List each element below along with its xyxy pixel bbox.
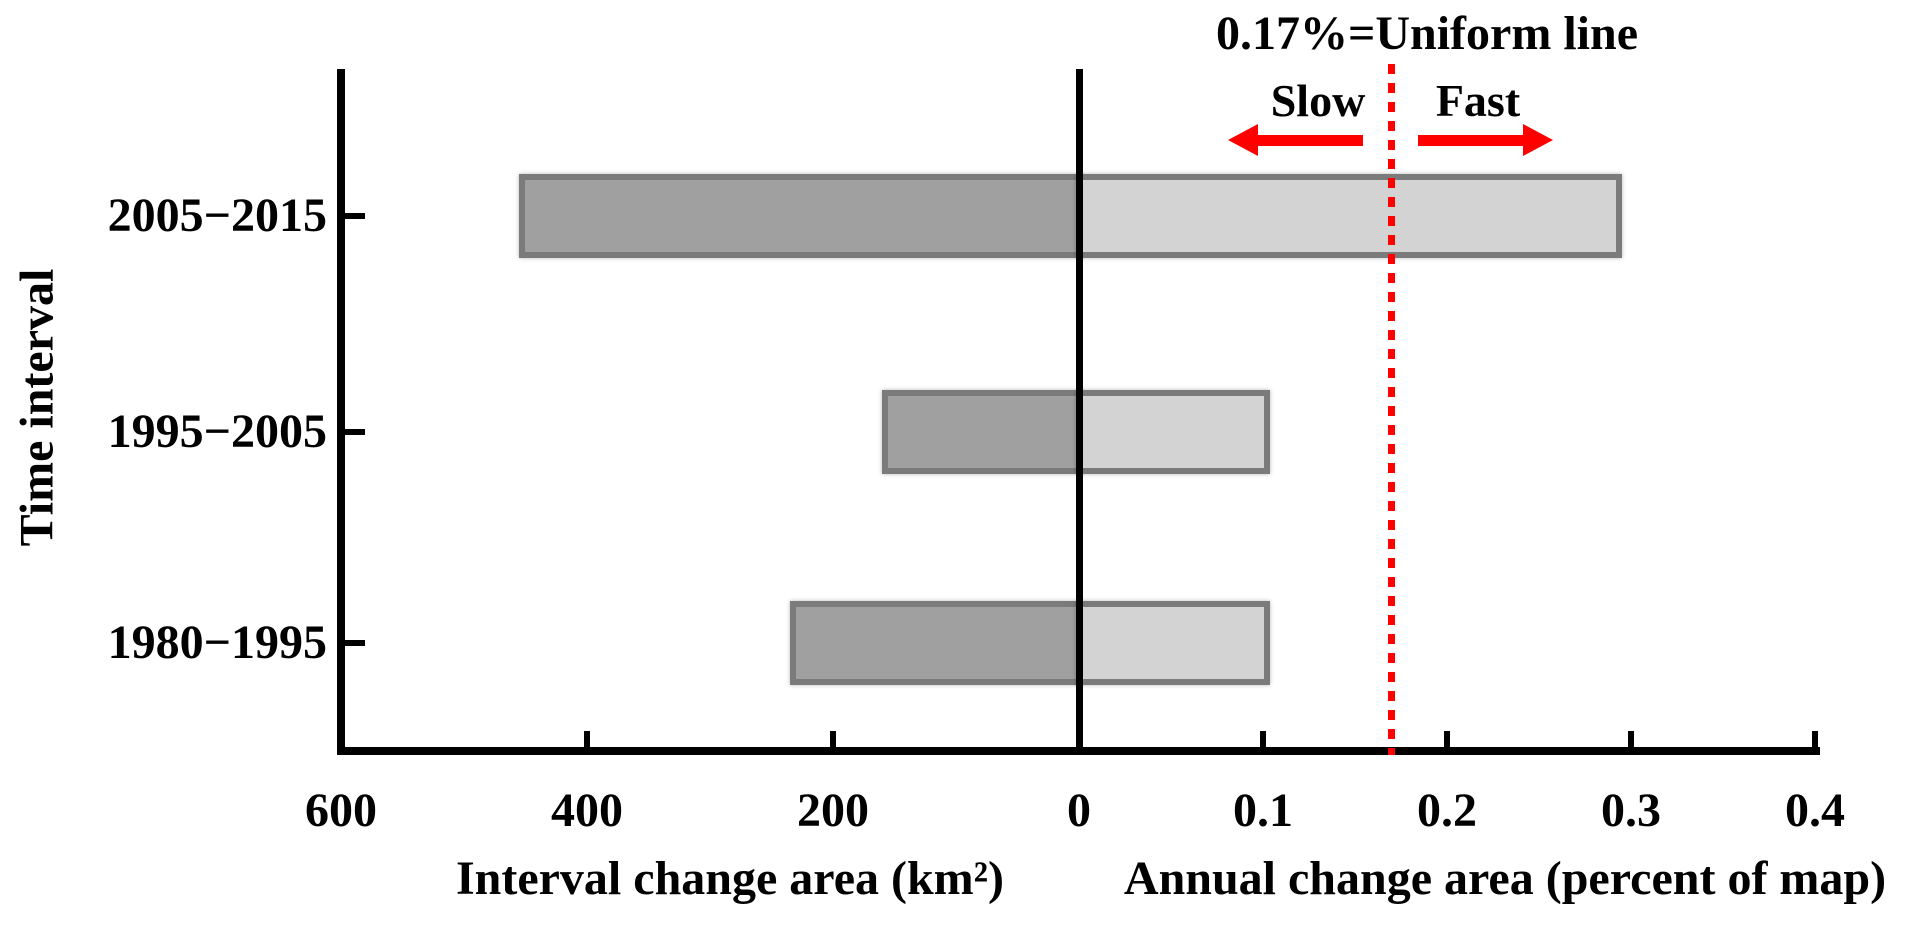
arrow-head-right — [1523, 124, 1553, 156]
x-axis-tick — [1812, 731, 1818, 747]
bar-interval-1995−2005 — [882, 390, 1082, 474]
uniform-dotted-line — [1388, 64, 1396, 755]
x-tick-label: 0.2 — [1417, 784, 1477, 837]
y-axis-line — [337, 69, 345, 755]
category-label: 2005−2015 — [107, 188, 327, 242]
slow-arrow-icon — [1228, 124, 1363, 156]
arrow-shaft — [1258, 134, 1363, 146]
x-axis-tick — [1444, 731, 1450, 747]
bar-annual-2005−2015 — [1076, 173, 1622, 258]
fast-label: Fast — [1435, 75, 1521, 126]
x-axis-tick — [830, 731, 836, 747]
y-axis-title: Time interval — [10, 268, 64, 547]
x-axis-tick — [338, 731, 344, 747]
x-axis-title-right: Annual change area (percent of map) — [1123, 852, 1887, 905]
bar-interval-2005−2015 — [519, 173, 1082, 258]
uniform-line-label: 0.17%=Uniform line — [1216, 7, 1638, 60]
x-tick-label: 0.4 — [1785, 784, 1845, 837]
x-axis-tick — [584, 731, 590, 747]
bar-annual-1980−1995 — [1076, 600, 1271, 685]
slow-label: Slow — [1270, 75, 1366, 126]
x-tick-label: 0.1 — [1233, 784, 1293, 837]
x-tick-label: 0.3 — [1601, 784, 1661, 837]
category-label: 1980−1995 — [107, 615, 327, 669]
x-axis-tick — [1628, 731, 1634, 747]
x-tick-label: 600 — [305, 784, 377, 837]
x-tick-label: 0 — [1067, 784, 1091, 837]
fast-arrow-icon — [1418, 124, 1553, 156]
bar-annual-1995−2005 — [1076, 390, 1271, 474]
x-tick-label: 400 — [551, 784, 623, 837]
x-tick-label: 200 — [797, 784, 869, 837]
arrow-shaft — [1418, 134, 1523, 146]
y-axis-tick — [345, 429, 365, 435]
y-axis-tick — [345, 212, 365, 219]
x-axis-title-left: Interval change area (km²) — [455, 852, 1005, 905]
category-label: 1995−2005 — [107, 405, 327, 458]
zero-axis-line — [1076, 69, 1083, 755]
bar-interval-1980−1995 — [789, 600, 1082, 685]
x-axis-tick — [1260, 731, 1266, 747]
arrow-head-left — [1228, 124, 1258, 156]
y-axis-tick — [345, 639, 365, 646]
